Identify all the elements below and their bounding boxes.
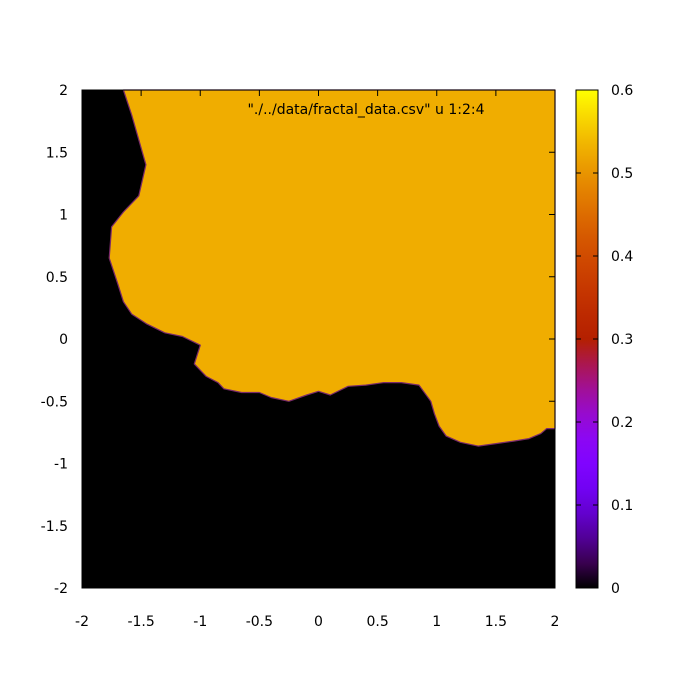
- set-interior-region: [108, 89, 556, 447]
- colorbar-tick-label: 0.6: [611, 83, 633, 99]
- y-tick-label: 0: [59, 332, 68, 348]
- x-tick-label: -1.5: [127, 614, 154, 630]
- colorbar-tick-label: 0.1: [611, 498, 633, 514]
- y-tick-label: 1.5: [46, 145, 68, 161]
- x-axis: -2 -1.5 -1 -0.5 0 0.5 1 1.5 2: [75, 90, 559, 630]
- y-tick-label: 2: [59, 83, 68, 99]
- y-tick-label: 0.5: [46, 270, 68, 286]
- y-tick-label: -1.5: [41, 519, 68, 535]
- colorbar-tick-label: 0.3: [611, 332, 633, 348]
- y-tick-label: -2: [54, 581, 68, 597]
- y-tick-label: -0.5: [41, 394, 68, 410]
- key-label: "./../data/fractal_data.csv" u 1:2:4: [247, 102, 484, 118]
- y-tick-label: 1: [59, 208, 68, 224]
- x-tick-label: 2: [551, 614, 560, 630]
- colorbar-tick-label: 0.5: [611, 166, 633, 182]
- colorbar-tick-label: 0.4: [611, 249, 633, 265]
- plot-area: [81, 89, 556, 589]
- colorbar-tick-label: 0: [611, 581, 620, 597]
- x-tick-label: 1: [432, 614, 441, 630]
- y-axis: 2 1.5 1 0.5 0 -0.5 -1 -1.5 -2: [41, 83, 555, 597]
- x-tick-label: -1: [193, 614, 207, 630]
- x-tick-label: 0.5: [366, 614, 388, 630]
- colorbar-tick-label: 0.2: [611, 415, 633, 431]
- y-tick-label: -1: [54, 457, 68, 473]
- x-tick-label: -2: [75, 614, 89, 630]
- colorbar: 0.6 0.5 0.4 0.3 0.2 0.1 0: [575, 83, 633, 597]
- x-tick-label: 0: [314, 614, 323, 630]
- x-tick-label: -0.5: [246, 614, 273, 630]
- x-tick-label: 1.5: [485, 614, 507, 630]
